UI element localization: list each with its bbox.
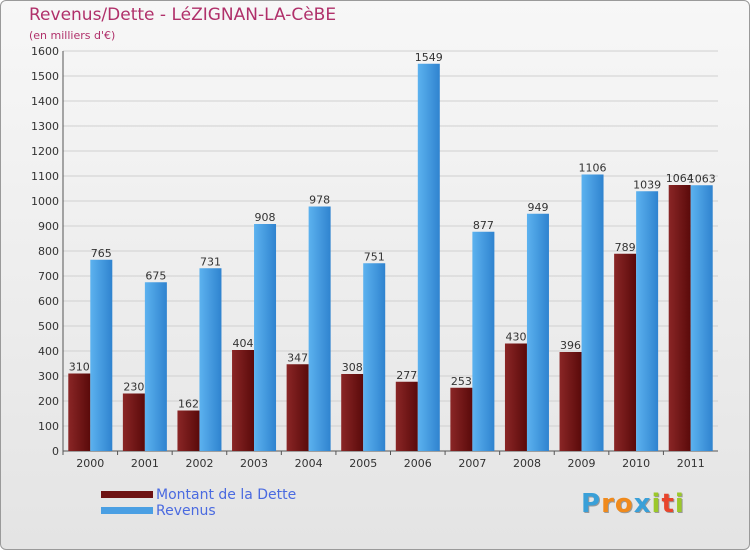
data-label-revenus: 1039	[633, 178, 661, 191]
legend-swatch-dette	[101, 491, 153, 498]
logo-letter: x	[633, 489, 652, 519]
x-tick-label: 2004	[295, 457, 323, 470]
x-tick-label: 2005	[349, 457, 377, 470]
x-tick-label: 2010	[622, 457, 650, 470]
bar-revenus	[144, 282, 167, 451]
bar-revenus	[254, 224, 277, 451]
bar-revenus	[417, 63, 440, 451]
bar-dette	[395, 381, 418, 451]
y-tick-label: 1000	[31, 195, 59, 208]
x-tick-label: 2011	[677, 457, 705, 470]
y-tick-label: 500	[38, 320, 59, 333]
bar-dette	[177, 410, 200, 451]
bar-revenus	[581, 174, 604, 451]
data-label-revenus: 978	[309, 194, 330, 207]
logo-letter: t	[661, 489, 675, 519]
x-tick-label: 2008	[513, 457, 541, 470]
y-tick-label: 600	[38, 295, 59, 308]
data-label-dette: 308	[342, 361, 363, 374]
data-label-revenus: 877	[473, 219, 494, 232]
bar-dette	[668, 185, 691, 451]
data-label-dette: 404	[233, 337, 254, 350]
y-tick-label: 300	[38, 370, 59, 383]
logo-letter: i	[674, 489, 685, 519]
y-tick-label: 1200	[31, 145, 59, 158]
bar-dette	[122, 393, 145, 451]
y-tick-label: 200	[38, 395, 59, 408]
bar-dette	[614, 253, 637, 451]
y-tick-label: 1500	[31, 70, 59, 83]
logo-letter: P	[581, 489, 602, 519]
data-label-revenus: 765	[91, 247, 112, 260]
data-label-revenus: 908	[255, 211, 276, 224]
bar-revenus	[308, 206, 331, 451]
data-label-dette: 430	[505, 331, 526, 344]
y-tick-label: 1300	[31, 120, 59, 133]
logo-letter: o	[614, 489, 634, 519]
x-tick-label: 2001	[131, 457, 159, 470]
data-label-revenus: 949	[527, 201, 548, 214]
x-tick-label: 2007	[458, 457, 486, 470]
legend-label-revenus: Revenus	[156, 503, 216, 519]
chart-title: Revenus/Dette - LéZIGNAN-LA-CèBE	[29, 5, 337, 25]
data-label-dette: 1064	[666, 172, 694, 185]
chart-subtitle: (en milliers d'€)	[29, 29, 116, 42]
bar-dette	[450, 387, 473, 451]
bar-revenus	[526, 213, 549, 451]
data-label-revenus: 1063	[688, 172, 716, 185]
y-tick-label: 800	[38, 245, 59, 258]
bar-dette	[232, 350, 255, 451]
data-label-dette: 277	[396, 369, 417, 382]
x-tick-label: 2009	[568, 457, 596, 470]
data-label-revenus: 675	[145, 269, 166, 282]
legend-swatch-revenus	[101, 507, 153, 514]
bar-dette	[504, 343, 527, 451]
data-label-dette: 230	[123, 381, 144, 394]
x-tick-label: 2006	[404, 457, 432, 470]
x-tick-label: 2002	[185, 457, 213, 470]
bar-dette	[68, 373, 91, 451]
data-label-revenus: 1549	[415, 51, 443, 64]
bar-revenus	[199, 268, 222, 451]
data-label-revenus: 751	[364, 250, 385, 263]
bar-dette	[341, 374, 364, 451]
data-label-revenus: 1106	[579, 162, 607, 175]
bar-revenus	[690, 185, 713, 451]
bar-revenus	[363, 263, 386, 451]
y-tick-label: 100	[38, 420, 59, 433]
y-tick-label: 0	[52, 445, 59, 458]
y-tick-label: 1400	[31, 95, 59, 108]
y-tick-label: 400	[38, 345, 59, 358]
data-label-dette: 310	[69, 361, 90, 374]
data-label-dette: 253	[451, 375, 472, 388]
logo-letter: i	[651, 489, 662, 519]
bar-dette	[286, 364, 309, 451]
x-tick-label: 2000	[76, 457, 104, 470]
data-label-dette: 347	[287, 351, 308, 364]
y-tick-label: 700	[38, 270, 59, 283]
legend-label-dette: Montant de la Dette	[156, 487, 297, 503]
x-tick-label: 2003	[240, 457, 268, 470]
bar-revenus	[90, 259, 113, 451]
proxiti-logo: Proxiti	[581, 489, 685, 519]
y-tick-label: 1600	[31, 45, 59, 58]
data-label-dette: 396	[560, 339, 581, 352]
bar-dette	[559, 352, 582, 451]
bar-revenus	[472, 231, 495, 451]
y-tick-label: 900	[38, 220, 59, 233]
logo-letter: r	[601, 489, 615, 519]
data-label-dette: 789	[615, 241, 636, 254]
bar-revenus	[636, 191, 659, 451]
data-label-dette: 162	[178, 398, 199, 411]
y-tick-label: 1100	[31, 170, 59, 183]
data-label-revenus: 731	[200, 255, 221, 268]
